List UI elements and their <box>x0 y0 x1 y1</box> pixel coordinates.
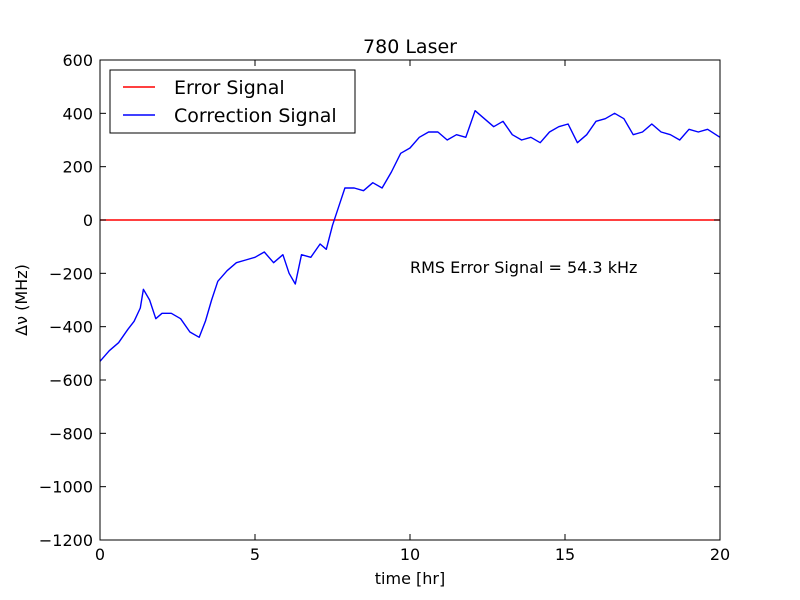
y-tick-label: −800 <box>49 424 93 443</box>
x-tick-label: 0 <box>95 545 105 564</box>
y-tick-label: −400 <box>49 318 93 337</box>
x-axis: 0 5 10 15 20 <box>95 60 730 564</box>
y-axis-label: Δν (MHz) <box>12 264 31 336</box>
x-tick-label: 10 <box>400 545 420 564</box>
y-tick-label: 400 <box>62 104 93 123</box>
y-tick-label: −600 <box>49 371 93 390</box>
rms-annotation: RMS Error Signal = 54.3 kHz <box>410 258 637 277</box>
y-tick-label: −1000 <box>39 478 93 497</box>
x-tick-label: 5 <box>250 545 260 564</box>
x-tick-label: 15 <box>555 545 575 564</box>
x-axis-label: time [hr] <box>375 569 445 588</box>
x-tick-label: 20 <box>710 545 730 564</box>
y-tick-label: 600 <box>62 51 93 70</box>
legend-box <box>109 69 356 134</box>
chart-title: 780 Laser <box>363 36 457 58</box>
series-line-correction-signal <box>99 109 721 362</box>
y-tick-label: −1200 <box>39 531 93 550</box>
y-axis: 600 400 200 0 −200 −400 −600 −800 −1000 −1200 <box>39 51 720 550</box>
legend-label-correction-signal: Correction Signal <box>174 105 337 127</box>
y-tick-label: 0 <box>83 211 93 230</box>
y-tick-label: −200 <box>49 264 93 283</box>
legend-label-error-signal: Error Signal <box>174 77 285 99</box>
y-tick-label: 200 <box>62 158 93 177</box>
legend: Error Signal Correction Signal <box>109 69 356 134</box>
